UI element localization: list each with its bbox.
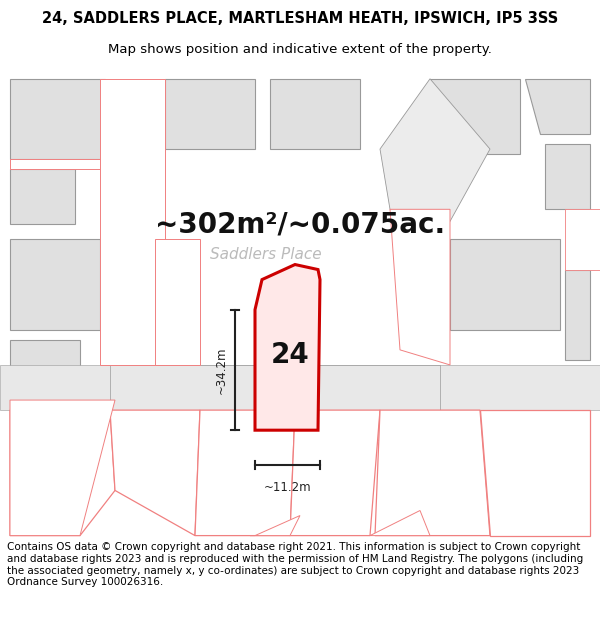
Polygon shape: [270, 79, 360, 149]
Polygon shape: [10, 410, 115, 536]
Text: Map shows position and indicative extent of the property.: Map shows position and indicative extent…: [108, 42, 492, 56]
Polygon shape: [565, 269, 590, 360]
Polygon shape: [375, 410, 490, 536]
Text: ~302m²/~0.075ac.: ~302m²/~0.075ac.: [155, 211, 445, 238]
Polygon shape: [110, 410, 200, 536]
Text: 24, SADDLERS PLACE, MARTLESHAM HEATH, IPSWICH, IP5 3SS: 24, SADDLERS PLACE, MARTLESHAM HEATH, IP…: [42, 11, 558, 26]
Polygon shape: [545, 144, 590, 209]
Polygon shape: [10, 79, 105, 159]
Polygon shape: [450, 239, 560, 330]
Text: ~34.2m: ~34.2m: [215, 346, 227, 394]
Polygon shape: [195, 410, 295, 536]
Text: Saddlers Place: Saddlers Place: [210, 247, 322, 262]
Text: 24: 24: [271, 341, 310, 369]
Polygon shape: [165, 79, 255, 149]
Polygon shape: [155, 239, 200, 365]
Polygon shape: [480, 410, 590, 536]
Polygon shape: [250, 516, 300, 536]
Polygon shape: [10, 169, 75, 224]
Text: ~11.2m: ~11.2m: [263, 481, 311, 494]
Polygon shape: [390, 209, 450, 365]
Polygon shape: [100, 79, 165, 365]
Polygon shape: [10, 159, 155, 169]
Polygon shape: [0, 365, 600, 410]
Text: Contains OS data © Crown copyright and database right 2021. This information is : Contains OS data © Crown copyright and d…: [7, 542, 583, 587]
Polygon shape: [255, 264, 320, 430]
Polygon shape: [290, 410, 380, 536]
Polygon shape: [430, 79, 520, 154]
Polygon shape: [380, 79, 490, 239]
Polygon shape: [10, 400, 115, 536]
Polygon shape: [110, 365, 440, 440]
Polygon shape: [370, 511, 430, 536]
Polygon shape: [525, 79, 590, 134]
Polygon shape: [10, 340, 80, 400]
Polygon shape: [10, 239, 100, 330]
Polygon shape: [565, 209, 600, 269]
